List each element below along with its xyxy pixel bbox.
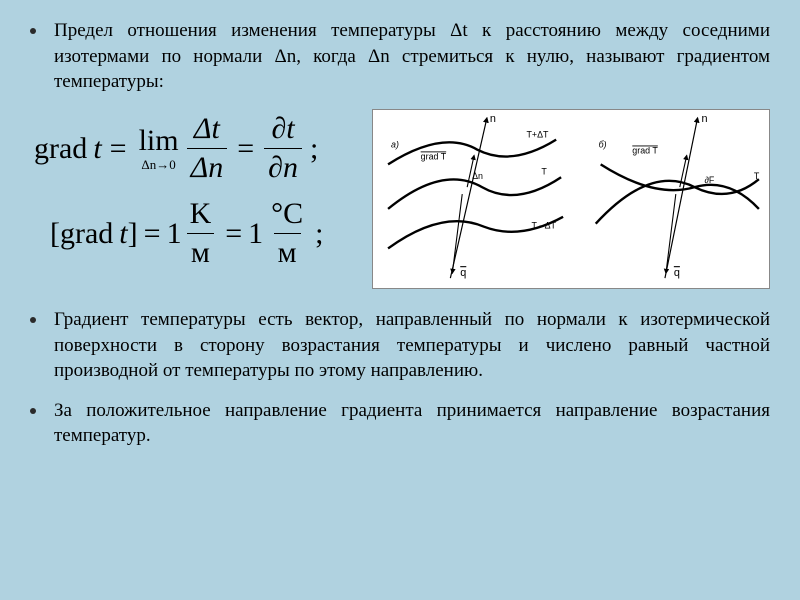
f2-fracA: K м — [186, 197, 216, 270]
f2-fracA-num: K — [186, 197, 216, 233]
diag-right-T: T — [754, 171, 760, 181]
bullet-dot — [30, 317, 36, 323]
f1-lim: lim Δn→0 — [139, 126, 179, 171]
diagram-svg: n grad T Δn q T+ΔT T T - ΔT а) — [373, 110, 769, 288]
diag-left-Tmid: T — [541, 166, 547, 176]
bullet-3: За положительное направление градиента п… — [30, 398, 770, 449]
middle-row: grad t = lim Δn→0 Δt Δn = ∂t ∂n ; [grad … — [30, 109, 770, 289]
f1-frac1-den: Δn — [187, 148, 228, 185]
f1-frac2-num: ∂t — [267, 112, 298, 148]
diagram-right-panel: n grad T ∂F T q б) — [596, 113, 760, 279]
diag-left-dn: Δn — [472, 171, 483, 181]
bullet-3-text: За положительное направление градиента п… — [54, 398, 770, 449]
f2-fracB-num: °C — [267, 197, 307, 233]
f2-lbr: [grad — [50, 217, 113, 251]
diag-left-Ttop: T+ΔT — [527, 130, 550, 140]
f2-semi: ; — [315, 217, 323, 251]
bullet-2: Градиент температуры есть вектор, направ… — [30, 307, 770, 384]
diag-left-Tbot: T - ΔT — [531, 221, 556, 231]
f1-frac1-num: Δt — [190, 112, 224, 148]
diag-right-n: n — [702, 113, 708, 125]
diag-left-q: q — [460, 267, 466, 279]
f1-lim-bot: Δn→0 — [141, 158, 175, 171]
diag-right-gradT: grad T — [632, 145, 658, 155]
f1-lim-top: lim — [139, 126, 179, 156]
f2-one1: 1 — [167, 217, 182, 251]
f2-fracB-den: м — [274, 233, 301, 270]
f2-eq1: = — [144, 217, 161, 251]
diag-left-gradT: grad T — [421, 151, 447, 161]
bullet-dot — [30, 408, 36, 414]
f2-fracB: °C м — [267, 197, 307, 270]
f1-eq1: = — [110, 132, 127, 166]
diag-right-q: q — [674, 267, 680, 279]
f1-eq2: = — [237, 132, 254, 166]
diag-right-tag: б) — [599, 139, 607, 149]
formulas-block: grad t = lim Δn→0 Δt Δn = ∂t ∂n ; [grad … — [30, 114, 360, 284]
bullet-1-text: Предел отношения изменения температуры Δ… — [54, 18, 770, 95]
f2-fracA-den: м — [187, 233, 214, 270]
f1-frac2: ∂t ∂n — [264, 112, 302, 185]
bullet-dot — [30, 28, 36, 34]
bullet-2-text: Градиент температуры есть вектор, направ… — [54, 307, 770, 384]
f1-frac1: Δt Δn — [187, 112, 228, 185]
diag-left-tag: а) — [391, 139, 399, 149]
diag-left-n: n — [490, 113, 496, 125]
f2-rbr: ] — [128, 217, 138, 251]
f1-semi: ; — [310, 132, 318, 166]
formula-grad-units: [grad t ] = 1 K м = 1 °C м ; — [34, 204, 360, 264]
diagram-left-panel: n grad T Δn q T+ΔT T T - ΔT а) — [388, 113, 563, 279]
f1-frac2-den: ∂n — [264, 148, 302, 185]
gradient-diagram: n grad T Δn q T+ΔT T T - ΔT а) — [372, 109, 770, 289]
f2-var: t — [119, 217, 127, 251]
f2-one2: 1 — [248, 217, 263, 251]
f1-lhs: grad — [34, 132, 87, 166]
f2-eq2: = — [225, 217, 242, 251]
diag-right-dF: ∂F — [705, 175, 715, 185]
bullet-1: Предел отношения изменения температуры Δ… — [30, 18, 770, 95]
f1-var: t — [93, 132, 101, 166]
formula-grad-limit: grad t = lim Δn→0 Δt Δn = ∂t ∂n ; — [34, 114, 360, 184]
